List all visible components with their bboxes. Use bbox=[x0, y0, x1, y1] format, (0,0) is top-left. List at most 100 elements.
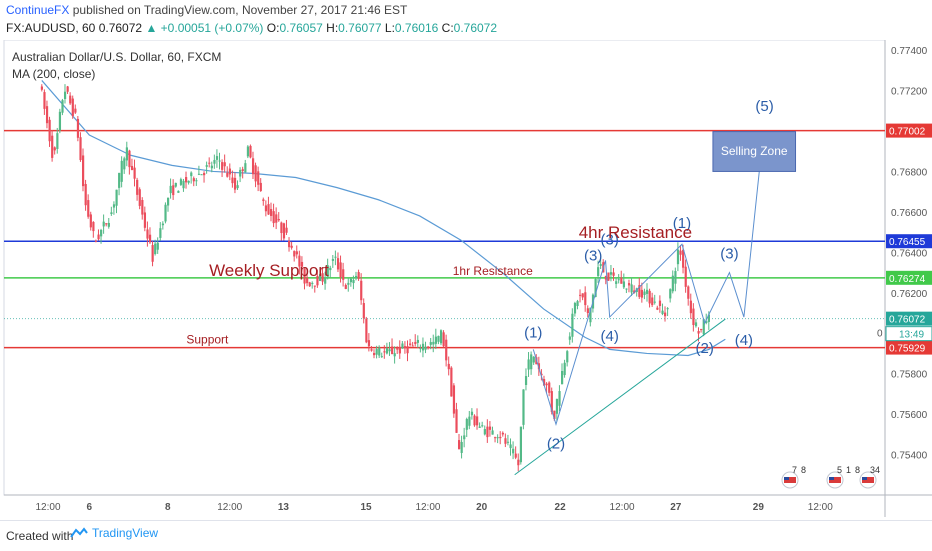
candle-body bbox=[69, 95, 72, 104]
candle-body bbox=[473, 415, 476, 426]
created-with-label: Created with bbox=[6, 529, 74, 543]
candle-body bbox=[344, 284, 347, 289]
x-tick-label: 13 bbox=[278, 502, 290, 513]
candle-body bbox=[58, 111, 62, 131]
candle-body bbox=[290, 245, 293, 248]
x-tick-label: 27 bbox=[670, 502, 682, 513]
candle-body bbox=[185, 177, 188, 183]
candle-body bbox=[674, 271, 677, 284]
candle-body bbox=[349, 278, 353, 283]
candle-body bbox=[689, 300, 692, 314]
ma-legend[interactable]: MA (200, close) bbox=[12, 67, 96, 81]
candle-body bbox=[272, 211, 275, 224]
candle-body bbox=[118, 172, 121, 188]
candle-body bbox=[136, 179, 139, 195]
candle-body bbox=[110, 212, 113, 214]
candle-body bbox=[105, 223, 108, 225]
candle-body bbox=[146, 229, 149, 239]
candle-body bbox=[537, 363, 541, 370]
candle-body bbox=[218, 160, 221, 162]
hr4-resistance-label: 4hr Resistance bbox=[579, 223, 692, 242]
price-label-box bbox=[886, 123, 932, 138]
candle-body bbox=[233, 177, 237, 190]
y-tick-label: 0.76600 bbox=[891, 208, 928, 219]
event-count: 5 bbox=[837, 465, 842, 475]
elliott-wave-path bbox=[532, 141, 763, 426]
wave-label: (3) bbox=[601, 231, 619, 248]
candle-body bbox=[200, 174, 203, 176]
candle-body bbox=[527, 359, 530, 370]
candle-body bbox=[669, 289, 672, 299]
candle-body bbox=[411, 345, 414, 347]
candle-body bbox=[285, 227, 288, 233]
candle-body bbox=[658, 300, 662, 307]
candle-body bbox=[463, 435, 466, 440]
candle-body bbox=[352, 279, 355, 284]
candle-body bbox=[298, 255, 301, 267]
candle-body bbox=[226, 172, 229, 177]
wave-label: (2) bbox=[695, 340, 713, 357]
candle-body bbox=[620, 277, 623, 284]
weekly-support-label: Weekly Support bbox=[209, 261, 329, 280]
candle-body bbox=[653, 301, 656, 303]
candle-body bbox=[195, 180, 198, 182]
candle-body bbox=[254, 165, 257, 182]
candle-body bbox=[486, 426, 489, 438]
candle-body bbox=[306, 277, 309, 284]
candle-body bbox=[375, 349, 378, 355]
wave-label: (3) bbox=[720, 245, 738, 262]
candle-body bbox=[236, 185, 239, 189]
price-label-text: 0.77002 bbox=[889, 127, 926, 138]
candle-body bbox=[705, 321, 708, 323]
candle-body bbox=[169, 185, 172, 194]
candle-body bbox=[416, 339, 419, 343]
candle-body bbox=[434, 336, 438, 344]
x-tick-label: 29 bbox=[753, 502, 765, 513]
candle-body bbox=[141, 200, 144, 215]
candle-body bbox=[437, 335, 440, 342]
candle-body bbox=[692, 308, 695, 326]
event-count: 7 bbox=[792, 465, 797, 475]
candle-body bbox=[548, 382, 551, 393]
candle-body bbox=[478, 426, 481, 428]
x-tick-label: 12:00 bbox=[415, 502, 440, 513]
candle-body bbox=[488, 426, 492, 430]
candle-body bbox=[45, 106, 49, 124]
price-label-box bbox=[886, 234, 932, 249]
flag-canton bbox=[862, 477, 867, 480]
candle-body bbox=[687, 286, 690, 299]
candle-body bbox=[517, 459, 520, 466]
candle-body bbox=[357, 272, 360, 279]
x-tick-label: 12:00 bbox=[610, 502, 635, 513]
candle-body bbox=[94, 240, 98, 242]
candle-body bbox=[409, 343, 412, 345]
chart-canvas[interactable]: 0.774000.772000.770000.768000.766000.764… bbox=[0, 40, 932, 520]
candle-body bbox=[506, 441, 510, 443]
candle-body bbox=[424, 346, 427, 350]
candle-body bbox=[342, 269, 345, 280]
candle-body bbox=[622, 281, 626, 288]
event-count: 34 bbox=[870, 465, 880, 475]
ohlc-line: FX:AUDUSD, 60 0.76072 ▲ +0.00051 (+0.07%… bbox=[6, 21, 497, 35]
tradingview-brand[interactable]: TradingView bbox=[70, 526, 158, 540]
candle-body bbox=[501, 432, 504, 435]
candle-body bbox=[102, 221, 105, 227]
candle-body bbox=[447, 363, 450, 370]
x-tick-label: 15 bbox=[360, 502, 372, 513]
candle-body bbox=[177, 190, 180, 193]
candle-body bbox=[246, 146, 250, 157]
candle-body bbox=[684, 266, 687, 287]
candle-body bbox=[643, 291, 646, 295]
candle-body bbox=[251, 158, 255, 175]
candle-body bbox=[63, 91, 67, 99]
author-link[interactable]: ContinueFX bbox=[6, 3, 70, 17]
candle-body bbox=[257, 171, 260, 185]
candle-body bbox=[442, 332, 445, 347]
candle-body bbox=[581, 293, 584, 298]
event-count: 1 bbox=[846, 465, 851, 475]
candle-body bbox=[66, 86, 69, 92]
candle-body bbox=[130, 165, 134, 170]
candle-body bbox=[450, 367, 453, 397]
candle-body bbox=[532, 356, 535, 363]
candle-body bbox=[571, 313, 574, 337]
